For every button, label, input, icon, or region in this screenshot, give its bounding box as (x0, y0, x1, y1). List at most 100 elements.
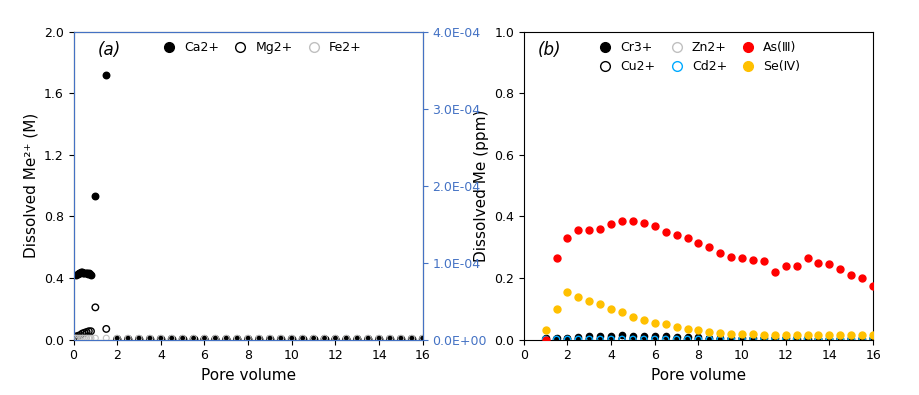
Point (187, 336, 201, 342)
Point (778, 336, 793, 342)
Point (99, 335, 114, 341)
Point (404, 335, 419, 341)
Point (713, 330, 728, 336)
Point (582, 336, 596, 342)
Point (822, 336, 836, 342)
Point (73, 269, 87, 276)
Point (833, 336, 847, 342)
Point (756, 336, 771, 342)
Point (274, 336, 289, 342)
Point (680, 336, 695, 342)
Point (593, 336, 607, 342)
Point (306, 336, 321, 342)
Point (855, 336, 869, 342)
Point (702, 336, 717, 342)
Point (361, 336, 376, 342)
Point (756, 335, 771, 342)
Point (811, 260, 826, 266)
Point (745, 335, 760, 341)
Point (615, 336, 630, 342)
Point (415, 335, 430, 341)
Point (822, 336, 836, 342)
Point (866, 336, 880, 342)
Point (745, 256, 760, 263)
Point (539, 336, 553, 342)
Point (756, 332, 771, 338)
Point (789, 336, 804, 342)
Point (73, 332, 87, 338)
Point (855, 336, 869, 342)
Point (131, 336, 146, 342)
Point (393, 335, 408, 341)
Point (350, 336, 365, 342)
Point (604, 336, 618, 342)
Point (691, 336, 706, 342)
Point (165, 336, 179, 342)
Point (165, 335, 179, 341)
Point (800, 336, 815, 342)
Point (637, 336, 652, 342)
Point (393, 336, 408, 342)
Point (382, 336, 397, 342)
Point (560, 289, 575, 295)
Point (198, 336, 212, 342)
Point (691, 336, 706, 342)
Point (833, 332, 847, 338)
Point (230, 336, 244, 342)
Point (789, 336, 804, 342)
Point (285, 336, 300, 342)
Point (131, 336, 146, 342)
Point (208, 336, 222, 342)
Point (539, 336, 553, 342)
Point (208, 335, 222, 341)
Point (778, 336, 793, 342)
Point (691, 327, 706, 334)
Point (604, 336, 618, 342)
Point (571, 227, 585, 233)
Point (702, 329, 717, 335)
Point (82, 328, 96, 335)
Point (82, 270, 96, 276)
Point (822, 332, 836, 338)
Point (263, 336, 278, 342)
Point (637, 316, 652, 323)
Point (745, 331, 760, 338)
Point (767, 335, 782, 342)
Point (79, 329, 94, 335)
Point (658, 336, 673, 342)
Point (844, 336, 858, 342)
Point (626, 336, 641, 342)
Point (669, 336, 684, 342)
Point (339, 336, 354, 342)
Point (767, 336, 782, 342)
Point (669, 324, 684, 331)
Point (110, 335, 125, 341)
Point (74, 269, 88, 275)
Point (724, 335, 739, 341)
Point (306, 335, 321, 341)
Point (404, 336, 419, 342)
Point (626, 314, 641, 320)
Point (745, 336, 760, 342)
Point (822, 261, 836, 267)
Point (855, 275, 869, 281)
Point (626, 333, 641, 339)
Point (110, 336, 125, 342)
Point (371, 336, 387, 342)
Point (866, 332, 880, 338)
Point (79, 335, 94, 341)
Point (745, 336, 760, 342)
Point (669, 336, 684, 342)
Point (68, 335, 83, 341)
Point (550, 306, 564, 312)
Point (735, 335, 750, 341)
Point (724, 253, 739, 260)
Point (230, 335, 244, 341)
Point (120, 335, 135, 341)
Point (778, 332, 793, 338)
Point (789, 336, 804, 342)
Point (328, 336, 343, 342)
Point (702, 336, 717, 342)
Point (153, 335, 168, 341)
Point (263, 335, 278, 341)
